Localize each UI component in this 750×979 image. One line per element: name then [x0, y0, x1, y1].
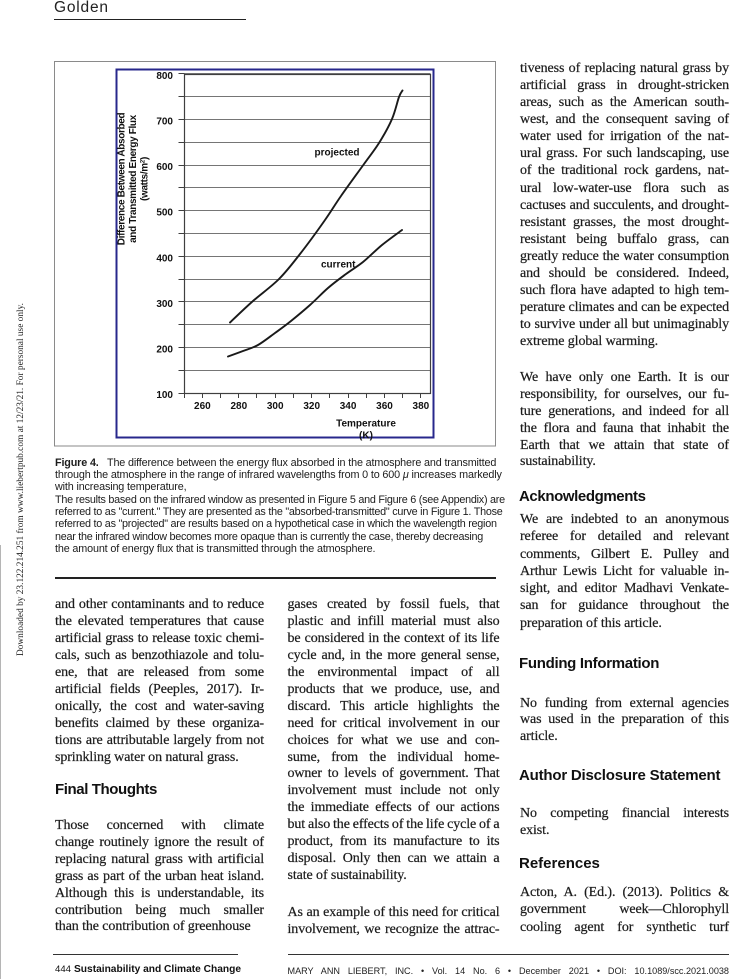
svg-text:Temperature: Temperature: [336, 419, 396, 430]
svg-text:320: 320: [303, 401, 320, 412]
svg-text:(K): (K): [359, 431, 373, 442]
svg-text:300: 300: [156, 299, 173, 310]
svg-text:(watts/m2): (watts/m2): [140, 157, 151, 201]
svg-text:100: 100: [156, 390, 173, 401]
svg-text:Difference Between Absorbed: Difference Between Absorbed: [117, 113, 128, 246]
svg-text:and Transmitted Energy Flux: and Transmitted Energy Flux: [128, 114, 139, 243]
svg-text:current: current: [321, 260, 356, 271]
svg-text:200: 200: [156, 344, 173, 355]
svg-text:500: 500: [156, 208, 173, 219]
svg-text:380: 380: [413, 401, 430, 412]
svg-text:800: 800: [156, 71, 173, 82]
svg-text:360: 360: [376, 401, 393, 412]
svg-text:280: 280: [230, 401, 247, 412]
svg-text:700: 700: [156, 117, 173, 128]
svg-text:600: 600: [156, 162, 173, 173]
svg-text:400: 400: [156, 253, 173, 264]
svg-text:projected: projected: [315, 148, 360, 159]
svg-text:300: 300: [267, 401, 284, 412]
svg-text:340: 340: [340, 401, 357, 412]
svg-text:260: 260: [194, 401, 211, 412]
